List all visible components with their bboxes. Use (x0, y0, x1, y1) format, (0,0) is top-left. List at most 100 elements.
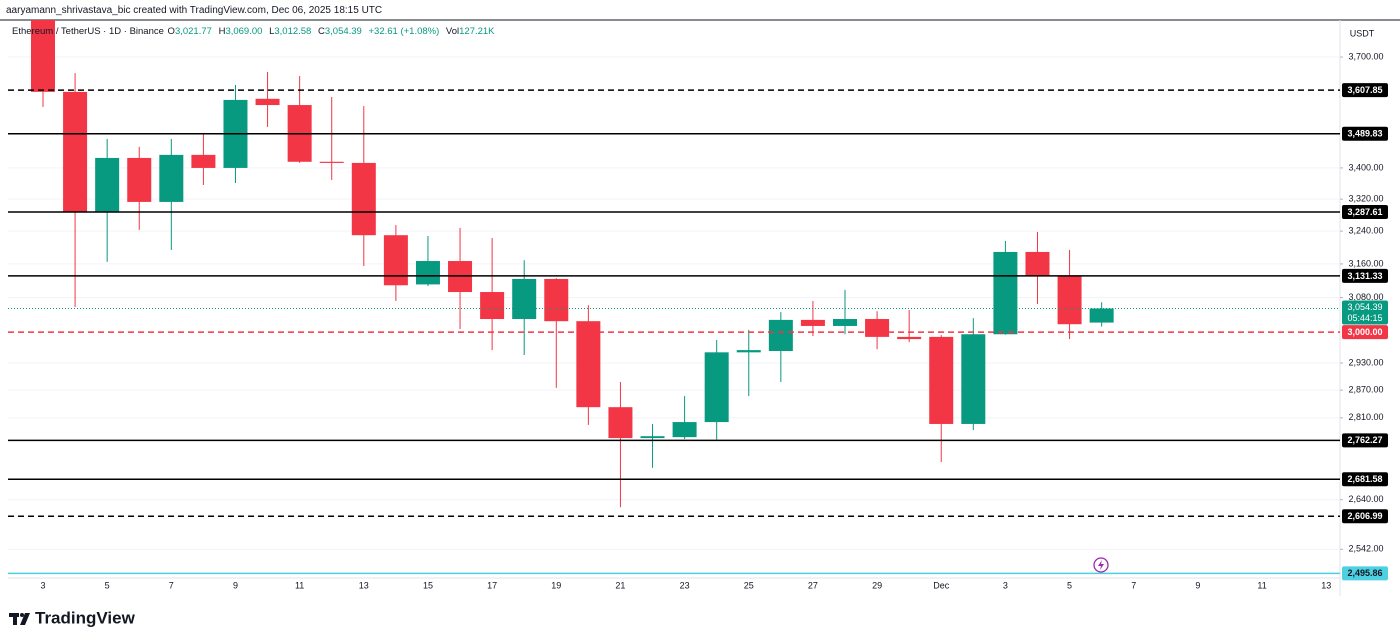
y-tick-label: 3,080.00 (1348, 292, 1383, 302)
level-label-box (1342, 205, 1388, 220)
candle-body (736, 350, 761, 353)
countdown: 05:44:15 (1347, 313, 1382, 323)
level-label: 2,762.27 (1347, 435, 1382, 445)
x-tick-label: 9 (1195, 580, 1200, 590)
level-label-box (1342, 126, 1388, 141)
x-tick-label: 13 (359, 580, 369, 590)
x-tick-label: 29 (872, 580, 882, 590)
candle-body (415, 261, 440, 285)
tv-logo-icon (9, 613, 30, 625)
level-label: 2,681.58 (1347, 474, 1382, 484)
ohlc-key: H (218, 26, 226, 37)
candle-body (993, 251, 1018, 335)
symbol: Ethereum / TetherUS · 1D · Binance (12, 26, 164, 37)
change: +32.61 (+1.08%) (368, 26, 440, 37)
level-label: 3,131.33 (1347, 271, 1382, 281)
x-tick-label: 11 (1257, 580, 1266, 590)
candle-body (768, 319, 793, 352)
candle-body (191, 154, 216, 168)
candle-body (961, 334, 986, 424)
candle-body (640, 436, 665, 439)
candle-body (159, 154, 184, 202)
grid (8, 56, 1340, 550)
y-tick-label: 3,700.00 (1348, 51, 1383, 61)
y-tick-label: 2,810.00 (1348, 412, 1383, 422)
ohlc-key: L (269, 26, 275, 37)
x-tick-label: 11 (295, 580, 304, 590)
candle-body (351, 162, 376, 236)
candle-body (865, 319, 890, 337)
ohlc-value: 3,069.00 (225, 26, 263, 37)
price-axis: 3,700.00 3,400.00 3,320.00 3,240.00 3,160.00… (1340, 51, 1384, 554)
candle-body (1089, 308, 1114, 323)
x-tick-label: 25 (744, 580, 754, 590)
x-tick-label: 7 (169, 580, 174, 590)
ohlc-value: 3,021.77 (174, 26, 212, 37)
y-tick-label: 2,930.00 (1348, 357, 1383, 367)
candle-body (704, 352, 729, 423)
candle-body (63, 91, 88, 213)
x-tick-label: 9 (233, 580, 238, 590)
level-label: 3,607.85 (1347, 85, 1382, 95)
candle-body (319, 161, 344, 163)
level-label: 3,000.00 (1347, 327, 1382, 337)
level-label-box (1342, 509, 1388, 524)
level-label-box (1342, 433, 1388, 448)
candle-body (608, 407, 633, 439)
y-tick-label: 2,870.00 (1348, 385, 1383, 395)
candle-body (1025, 251, 1050, 277)
candle-body (929, 336, 954, 424)
axis-currency: USDT (1350, 28, 1375, 38)
level-label: 2,606.99 (1347, 511, 1382, 521)
x-tick-label: 7 (1131, 580, 1136, 590)
ohlc-value: 3,054.39 (324, 26, 362, 37)
x-tick-label: 21 (615, 580, 625, 590)
candle-body (1057, 276, 1082, 325)
x-tick-label: 13 (1321, 580, 1331, 590)
candle-body (512, 278, 537, 320)
x-tick-label: 3 (40, 580, 45, 590)
candle-body (672, 422, 697, 438)
x-tick-label: 15 (423, 580, 433, 590)
y-tick-label: 3,160.00 (1348, 258, 1383, 268)
last-price-label: 3,054.39 (1347, 302, 1382, 312)
candle-body (127, 157, 152, 202)
x-tick-label: 27 (808, 580, 818, 590)
x-tick-label: Dec (933, 580, 950, 590)
y-tick-label: 3,320.00 (1348, 194, 1383, 204)
symbol-legend: Ethereum / TetherUS · 1D · Binance O3,02… (12, 26, 499, 37)
candle-body (383, 235, 408, 286)
y-tick-label: 2,640.00 (1348, 494, 1383, 504)
y-tick-label: 3,400.00 (1348, 162, 1383, 172)
ohlc-value: 3,012.58 (274, 26, 312, 37)
plot-area (31, 20, 1114, 508)
credit: aaryamann_shrivastava_bic created with T… (6, 5, 383, 16)
event-icon (1093, 557, 1109, 573)
candle-body (95, 157, 120, 212)
volume-key: Vol (445, 26, 460, 37)
level-label-box (1342, 268, 1388, 283)
candle-body (480, 292, 505, 320)
ohlc-key: O (167, 26, 175, 37)
x-tick-label: 3 (1003, 580, 1008, 590)
candle-body (897, 336, 922, 340)
x-tick-label: 23 (680, 580, 690, 590)
y-tick-label: 3,240.00 (1348, 226, 1383, 236)
level-label: 3,489.83 (1347, 129, 1382, 139)
level-label-box (1342, 325, 1388, 340)
candle-body (255, 98, 280, 106)
x-tick-label: 5 (1067, 580, 1072, 590)
level-label-box (1342, 83, 1388, 98)
candle-body (800, 319, 825, 326)
level-label-box (1342, 472, 1388, 487)
x-tick-label: 17 (487, 580, 497, 590)
level-label: 3,287.61 (1347, 207, 1382, 217)
x-tick-label: 5 (105, 580, 110, 590)
level-label: 2,495.86 (1347, 568, 1382, 578)
candle-body (833, 319, 857, 326)
candle-body (576, 321, 601, 408)
ohlc-key: C (317, 26, 325, 37)
footer-logo: TradingView (35, 608, 136, 627)
